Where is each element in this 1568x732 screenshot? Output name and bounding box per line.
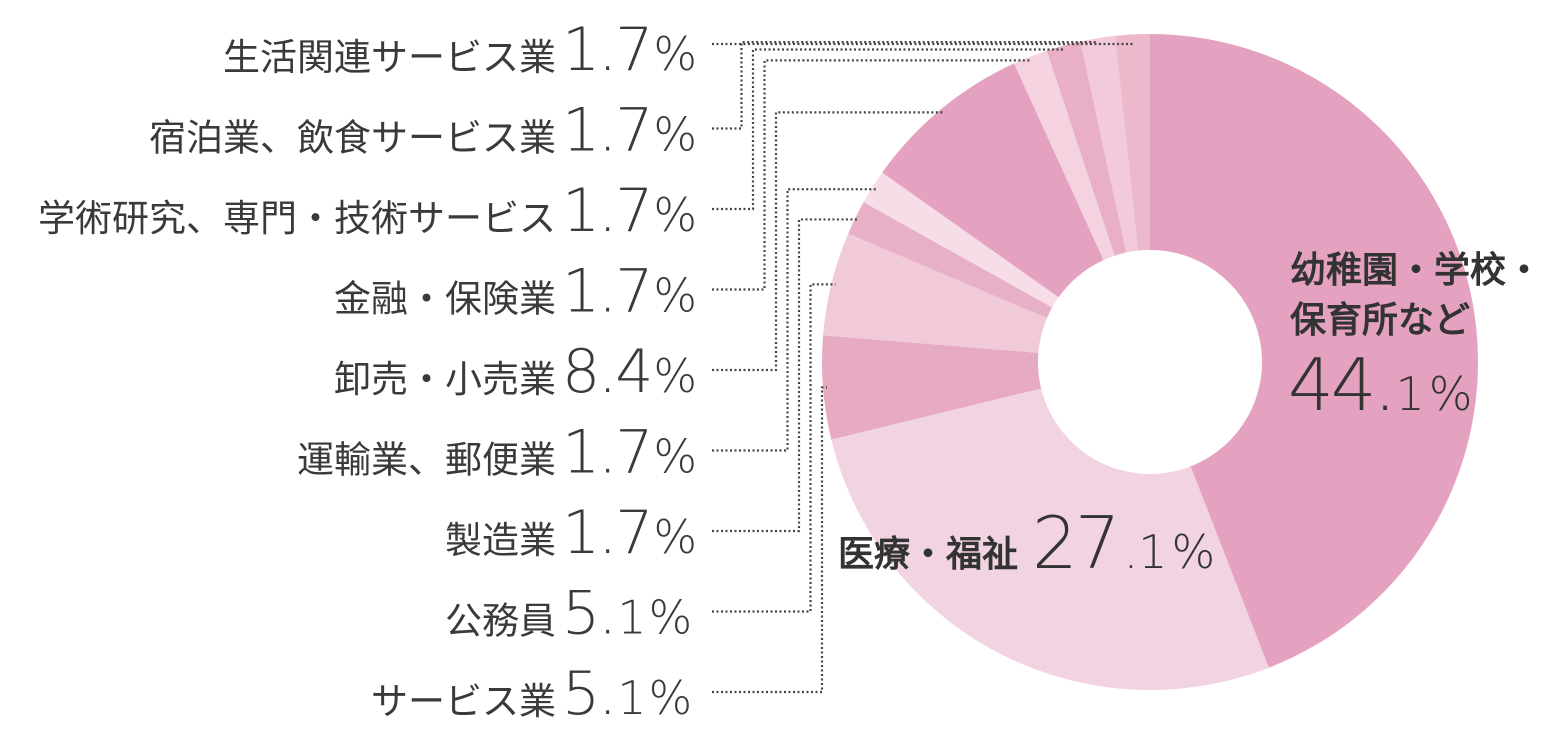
side-label-text: 卸売・小売業 [334,358,556,401]
side-label-text: サービス業 [371,680,556,723]
donut-slice-3 [823,233,1047,353]
leader-line [712,111,944,372]
side-label-value: 1.7% [562,418,697,488]
side-label-value: 8.4% [562,337,697,407]
side-label-value: 1.7% [562,498,697,568]
side-label-text: 金融・保険業 [334,278,556,321]
donut-slices [822,34,1478,690]
leader-line [712,42,1134,46]
main-slice-label: 幼稚園・学校・ 保育所など 44.1% [1288,249,1542,427]
donut-slice-4 [848,202,1053,319]
side-label-value: 1.7% [562,176,697,246]
donut-slice-0 [1150,34,1478,668]
main-slice-label-line2: 保育所など [1290,300,1470,341]
main-slice-label-line1: 幼稚園・学校・ [1290,249,1542,291]
leader-line [712,188,876,452]
side-label-text: 学術研究、専門・技術サービス [38,197,556,240]
donut-slice-10 [1115,34,1150,251]
leader-line [712,59,1032,291]
donut-slice-2 [822,335,1042,440]
donut-slice-7 [1014,50,1115,261]
donut-slice-8 [1046,41,1127,256]
side-label-text: 製造業 [445,519,556,562]
leader-line [712,283,836,613]
donut-slice-5 [863,172,1059,308]
second-slice-label: 医療・福祉 27.1% [838,501,1215,585]
side-label-text: 運輸業、郵便業 [297,439,556,482]
leader-line [712,218,860,533]
donut-slice-6 [882,63,1104,298]
second-slice-label-text: 医療・福祉 [838,534,1018,575]
side-label-value: 5.1% [562,579,692,649]
second-slice-value: 27.1% [1032,501,1215,585]
donut-slice-1 [831,388,1269,690]
side-label-value: 1.7% [562,257,697,327]
donut-slice-9 [1080,35,1139,253]
side-labels: 生活関連サービス業 1.7%宿泊業、飲食サービス業 1.7%学術研究、専門・技術サー… [38,15,697,729]
leader-line [712,48,1065,211]
leader-line [712,41,1099,130]
side-label-text: 公務員 [445,600,556,643]
main-slice-value: 44.1% [1288,343,1473,427]
side-label-value: 5.1% [562,659,692,729]
leader-line [712,386,827,694]
side-label-text: 生活関連サービス業 [223,36,556,79]
side-label-text: 宿泊業、飲食サービス業 [149,117,556,160]
side-label-value: 1.7% [562,15,697,85]
leader-lines [712,41,1134,694]
side-label-value: 1.7% [562,96,697,166]
